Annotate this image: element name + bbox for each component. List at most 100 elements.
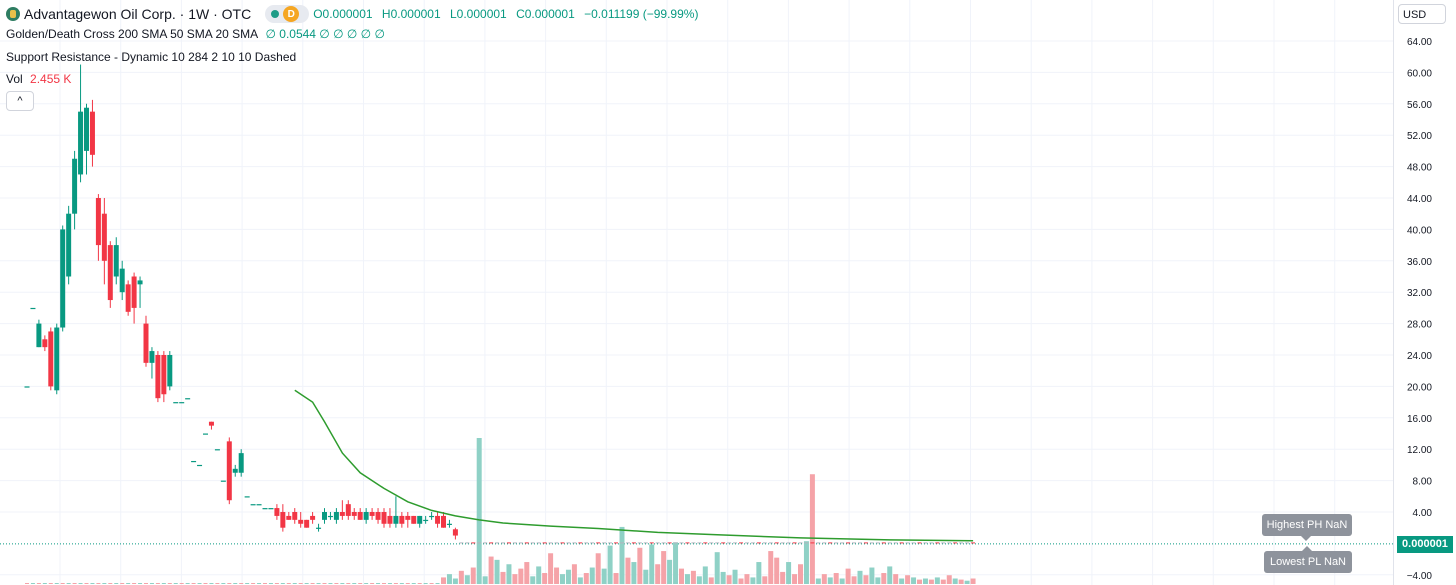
volume-bar: [518, 568, 524, 584]
candle-body: [381, 512, 387, 524]
volume-legend[interactable]: Vol 2.455 K: [6, 72, 75, 86]
candle-body: [208, 421, 214, 426]
volume-bar: [179, 583, 184, 584]
volume-bar: [803, 541, 809, 584]
volume-bar: [631, 562, 637, 584]
flat-candle: [780, 542, 785, 544]
volume-bar: [167, 583, 172, 584]
volume-bar: [452, 578, 458, 584]
delayed-badge: D: [283, 6, 300, 22]
volume-bar: [601, 568, 607, 584]
volume-bar: [768, 551, 774, 584]
flat-candle: [947, 542, 952, 544]
flat-candle: [554, 542, 559, 544]
currency-selector[interactable]: USD: [1398, 4, 1446, 24]
volume-bar: [90, 583, 95, 584]
flat-candle: [756, 542, 761, 544]
support-resistance-legend[interactable]: Support Resistance - Dynamic 10 284 2 10…: [6, 50, 300, 64]
volume-bar: [423, 583, 428, 584]
volume-bar: [554, 567, 560, 584]
golden-death-cross-legend[interactable]: Golden/Death Cross 200 SMA 50 SMA 20 SMA…: [6, 27, 389, 41]
volume-bar: [274, 583, 279, 584]
volume-bar: [750, 577, 756, 584]
highest-ph-tooltip: Highest PH NaN: [1262, 514, 1352, 541]
volume-bar: [607, 545, 613, 584]
flat-candle: [524, 542, 529, 544]
flat-candle: [953, 542, 958, 544]
candle-body: [363, 512, 369, 520]
volume-bar: [952, 578, 958, 584]
volume-bar: [863, 575, 869, 584]
flat-candle: [572, 542, 577, 544]
volume-bar: [917, 579, 922, 584]
volume-bar: [762, 576, 768, 584]
y-axis-tick-label: 12.00: [1407, 445, 1432, 456]
ohlc-high: H0.000001: [381, 7, 441, 21]
flat-candle: [608, 542, 613, 544]
flat-candle: [661, 542, 666, 544]
candle-body: [435, 515, 441, 524]
volume-bar: [102, 583, 107, 584]
candle-body: [125, 284, 131, 312]
flat-candle: [631, 542, 636, 544]
volume-bar: [577, 577, 583, 584]
flat-candle: [959, 542, 964, 544]
volume-bar: [512, 574, 518, 584]
flat-candle: [899, 542, 904, 544]
flat-candle: [768, 542, 773, 544]
candle-body: [167, 355, 173, 387]
volume-bar: [66, 583, 71, 584]
candle-body: [72, 158, 78, 214]
candle-body: [375, 512, 381, 520]
volume-bar: [928, 579, 934, 584]
flat-candle: [941, 542, 946, 544]
volume-bar: [786, 562, 792, 584]
market-status-pill[interactable]: D: [265, 5, 310, 23]
candle-body: [244, 496, 250, 498]
candle-body: [89, 111, 95, 155]
collapse-legend-button[interactable]: ^: [6, 91, 34, 111]
volume-bar: [340, 583, 345, 584]
volume-bar: [708, 577, 714, 584]
volume-bar: [25, 583, 29, 584]
volume-bar: [643, 569, 649, 584]
company-logo-icon: [6, 7, 20, 21]
flat-candle: [578, 542, 583, 544]
flat-candle: [965, 542, 970, 544]
volume-bar: [637, 547, 643, 584]
candle-body: [101, 213, 107, 261]
candle-body: [54, 327, 60, 391]
candle-body: [107, 245, 113, 301]
y-axis-tick-label: 52.00: [1407, 131, 1432, 142]
flat-candle: [792, 542, 797, 544]
candle-body: [446, 523, 452, 525]
volume-bar: [881, 573, 887, 584]
candle-body: [423, 519, 429, 522]
volume-bar: [536, 566, 542, 584]
volume-bar: [42, 583, 47, 584]
volume-bar: [364, 583, 369, 584]
flat-candle: [744, 542, 749, 544]
volume-bar: [809, 474, 815, 584]
volume-bar: [857, 570, 863, 584]
flat-candle: [721, 542, 726, 544]
volume-bar: [411, 583, 416, 584]
support-resistance-label: Support Resistance - Dynamic 10 284 2 10…: [6, 50, 297, 64]
symbol-title[interactable]: Advantagewon Oil Corp. · 1W · OTC: [24, 6, 252, 22]
volume-bar: [655, 564, 661, 584]
volume-bar: [792, 574, 798, 584]
volume-bar: [352, 583, 357, 584]
volume-bar: [316, 583, 321, 584]
volume-bar: [905, 575, 911, 584]
candle-body: [292, 512, 298, 520]
volume-bar: [191, 583, 196, 584]
volume-bar: [500, 571, 506, 584]
flat-candle: [590, 542, 595, 544]
flat-candle: [893, 542, 898, 544]
volume-bar: [209, 583, 214, 584]
candle-body: [161, 355, 167, 395]
candle-body: [143, 323, 149, 363]
candle-body: [405, 515, 411, 520]
volume-bar: [358, 583, 363, 584]
